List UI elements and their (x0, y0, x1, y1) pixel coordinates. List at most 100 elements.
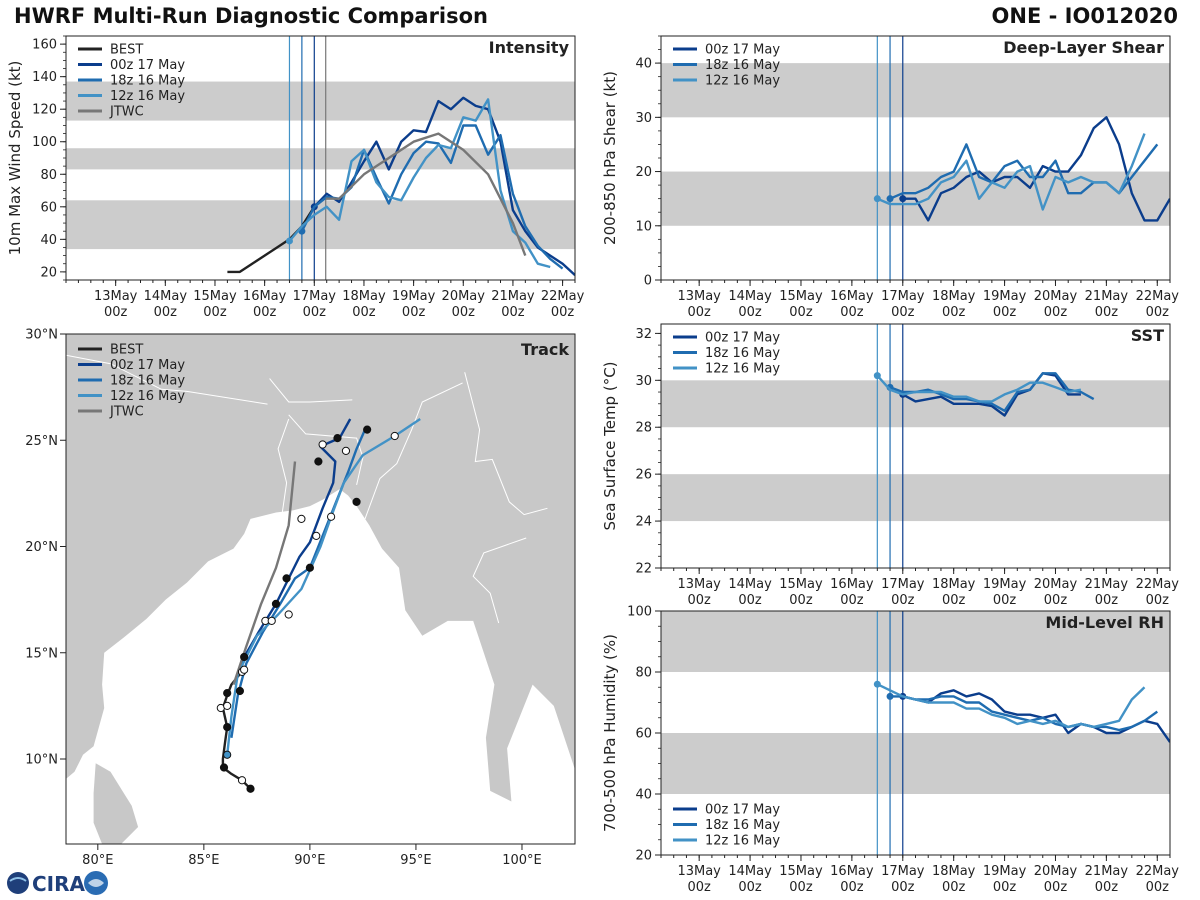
sst-y-tick-label: 24 (635, 515, 652, 530)
track-y-tick-label: 25°N (25, 434, 58, 449)
intensity-legend-label: 12z 16 May (110, 89, 185, 104)
intensity-threshold-band (66, 148, 575, 170)
shear-series-start-marker (899, 195, 907, 203)
track-position-marker (333, 434, 342, 443)
sst-legend-label: 00z 17 May (705, 331, 780, 346)
sst-x-tick-sublabel: 00z (738, 593, 762, 608)
sst-y-tick-label: 32 (635, 327, 652, 342)
rh-series-start-marker (886, 692, 894, 700)
rh-x-tick-sublabel: 00z (891, 880, 915, 895)
intensity-legend-label: 18z 16 May (110, 74, 185, 89)
country-border (277, 418, 290, 513)
track-position-marker (363, 425, 372, 434)
sst-x-tick-label: 18May (932, 577, 976, 592)
sst-legend-label: 12z 16 May (705, 362, 780, 377)
track-position-marker (284, 610, 293, 619)
shear-x-tick-sublabel: 00z (1146, 305, 1170, 320)
sst-series-00z-17-may (902, 372, 1081, 417)
shear-y-tick-label: 40 (635, 57, 652, 72)
intensity-x-tick-label: 18May (342, 289, 386, 304)
sst-x-tick-sublabel: 00z (1044, 593, 1068, 608)
sst-plot-area (661, 324, 1170, 568)
track-y-tick-label: 10°N (25, 753, 58, 768)
track-position-marker (240, 665, 249, 674)
sst-x-tick-label: 13May (677, 577, 721, 592)
country-border (66, 354, 268, 405)
rh-y-tick-label: 100 (627, 605, 652, 620)
rh-panel-title: Mid-Level RH (1045, 613, 1164, 632)
intensity-x-tick-sublabel: 00z (452, 305, 476, 320)
rh-legend-label: 00z 17 May (705, 803, 780, 818)
intensity-y-tick-label: 40 (40, 233, 57, 248)
intensity-x-tick-label: 15May (193, 289, 237, 304)
rh-x-tick-label: 16May (830, 864, 874, 879)
rh-x-tick-sublabel: 00z (840, 880, 864, 895)
intensity-x-tick-label: 14May (144, 289, 188, 304)
track-position-marker (271, 599, 281, 608)
shear-y-tick-label: 20 (635, 165, 652, 180)
intensity-x-tick-sublabel: 00z (303, 305, 327, 320)
sst-x-tick-sublabel: 00z (993, 593, 1017, 608)
track-x-tick-label: 80°E (82, 853, 113, 868)
main-title: HWRF Multi-Run Diagnostic Comparison (14, 4, 489, 28)
sst-series-18z-16-may (889, 372, 1095, 412)
rh-x-tick-label: 13May (677, 864, 721, 879)
intensity-x-tick-sublabel: 00z (352, 305, 376, 320)
rh-threshold-band (661, 733, 1170, 794)
intensity-y-tick-label: 80 (40, 168, 57, 183)
intensity-y-axis-label: 10m Max Wind Speed (kt) (6, 61, 24, 256)
cira-logo: CIRA (7, 871, 108, 896)
country-border (464, 372, 548, 516)
shear-x-tick-sublabel: 00z (840, 305, 864, 320)
shear-x-tick-sublabel: 00z (789, 305, 813, 320)
track-position-marker (390, 431, 399, 441)
rh-x-tick-sublabel: 00z (1044, 880, 1068, 895)
shear-x-tick-label: 19May (983, 289, 1027, 304)
intensity-x-tick-sublabel: 00z (551, 305, 575, 320)
rh-legend-label: 12z 16 May (705, 834, 780, 849)
track-y-tick-label: 30°N (25, 328, 58, 343)
track-frame (65, 333, 576, 845)
shear-y-tick-label: 0 (644, 274, 652, 289)
shear-threshold-band (661, 63, 1170, 118)
rh-threshold-band (661, 611, 1170, 672)
rh-y-tick-label: 80 (635, 666, 652, 681)
country-border (288, 414, 364, 486)
shear-x-tick-label: 20May (1034, 289, 1078, 304)
globe-icon (7, 872, 29, 894)
intensity-x-tick-sublabel: 00z (501, 305, 525, 320)
track-panel-title: Track (521, 340, 569, 359)
intensity-x-tick-label: 16May (243, 289, 287, 304)
sst-threshold-band (661, 474, 1170, 522)
sst-series-start-marker (873, 372, 881, 380)
shear-x-tick-label: 22May (1136, 289, 1180, 304)
track-position-marker (223, 723, 232, 732)
sst-legend-label: 18z 16 May (705, 346, 780, 361)
track-position-marker (318, 440, 327, 449)
rh-series-00z-17-may (902, 689, 1170, 743)
shear-x-tick-sublabel: 00z (891, 305, 915, 320)
rh-x-tick-sublabel: 00z (1146, 880, 1170, 895)
shear-x-tick-label: 16May (830, 289, 874, 304)
sst-x-tick-sublabel: 00z (942, 593, 966, 608)
track-position-marker (223, 701, 232, 710)
country-border (269, 378, 353, 403)
sst-x-tick-sublabel: 00z (1095, 593, 1119, 608)
shear-series-start-marker (886, 195, 894, 203)
track-map-area (66, 334, 575, 844)
track-x-tick-label: 95°E (400, 853, 431, 868)
shear-plot-area (661, 36, 1170, 280)
track-position-marker (223, 689, 232, 698)
sst-x-tick-label: 20May (1034, 577, 1078, 592)
track-position-marker (297, 514, 306, 523)
intensity-y-tick-label: 60 (40, 200, 57, 215)
rh-series-start-marker (873, 680, 881, 688)
sst-x-tick-sublabel: 00z (789, 593, 813, 608)
intensity-legend-label: JTWC (109, 105, 144, 120)
intensity-y-tick-label: 120 (32, 103, 57, 118)
shear-x-tick-sublabel: 00z (1044, 305, 1068, 320)
shear-x-tick-sublabel: 00z (1095, 305, 1119, 320)
